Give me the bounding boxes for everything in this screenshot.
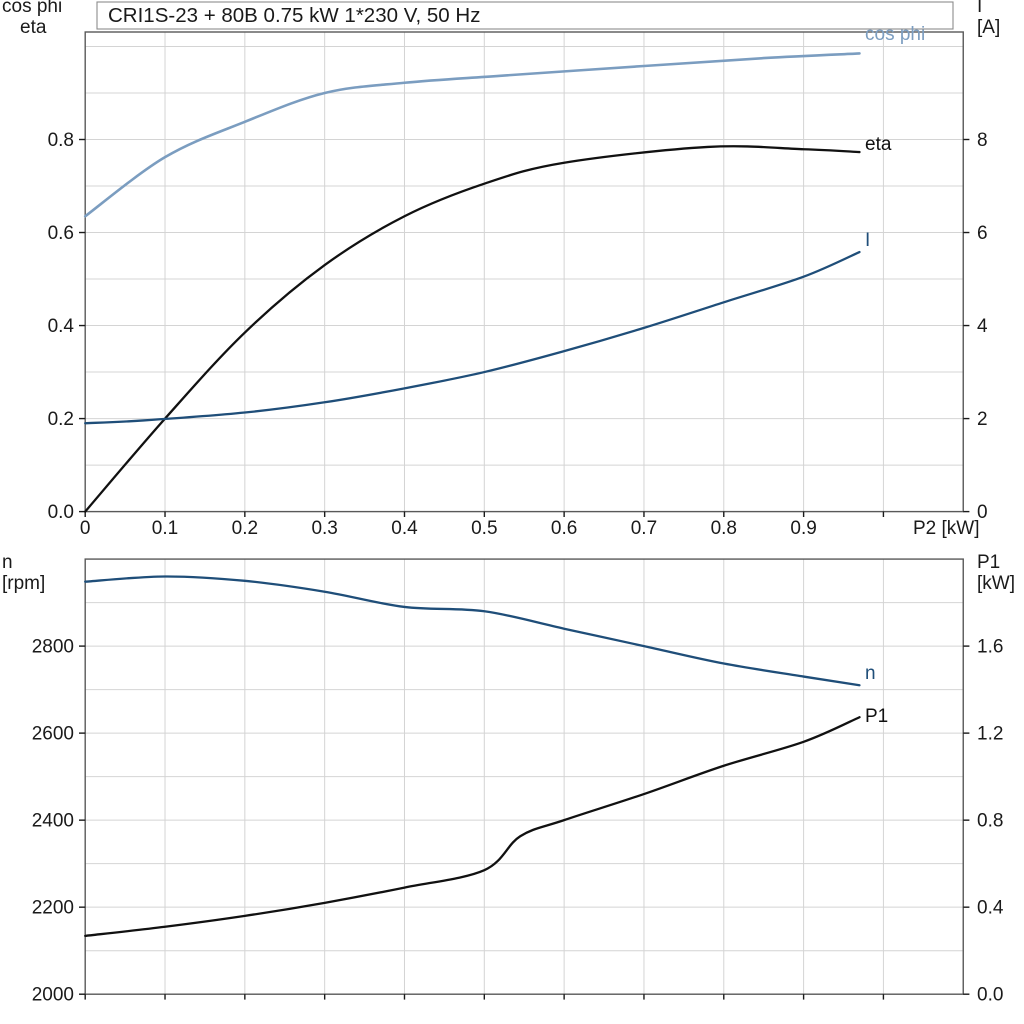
svg-text:P1: P1 [977, 552, 1000, 573]
svg-text:0.1: 0.1 [152, 518, 178, 539]
svg-text:[rpm]: [rpm] [2, 573, 45, 594]
svg-text:eta: eta [20, 17, 47, 38]
svg-text:cos phi: cos phi [865, 24, 925, 45]
svg-text:0.0: 0.0 [977, 985, 1003, 1006]
svg-text:0.4: 0.4 [977, 898, 1004, 919]
svg-text:[A]: [A] [977, 17, 1000, 38]
svg-text:I: I [977, 0, 982, 17]
svg-text:I: I [865, 230, 870, 251]
svg-text:6: 6 [977, 223, 988, 244]
svg-text:0.7: 0.7 [631, 518, 657, 539]
svg-text:[kW]: [kW] [977, 573, 1015, 594]
svg-text:cos phi: cos phi [2, 0, 62, 17]
svg-text:0.2: 0.2 [232, 518, 258, 539]
svg-text:0.0: 0.0 [48, 502, 74, 523]
svg-text:0.9: 0.9 [790, 518, 816, 539]
svg-text:1.2: 1.2 [977, 724, 1003, 745]
svg-text:1.6: 1.6 [977, 637, 1003, 658]
svg-text:0.3: 0.3 [311, 518, 337, 539]
svg-text:2: 2 [977, 409, 988, 430]
svg-text:0.2: 0.2 [48, 409, 74, 430]
svg-text:0: 0 [977, 502, 988, 523]
svg-text:0.5: 0.5 [471, 518, 497, 539]
svg-text:8: 8 [977, 130, 988, 151]
svg-text:P1: P1 [865, 706, 888, 727]
svg-text:2000: 2000 [32, 985, 74, 1006]
svg-text:4: 4 [977, 316, 988, 337]
svg-text:2200: 2200 [32, 898, 74, 919]
svg-text:0.4: 0.4 [391, 518, 418, 539]
svg-text:n: n [2, 552, 13, 573]
svg-text:0.4: 0.4 [48, 316, 75, 337]
svg-text:n: n [865, 663, 876, 684]
svg-text:2800: 2800 [32, 637, 74, 658]
svg-text:eta: eta [865, 134, 892, 155]
svg-text:CRI1S-23 + 80B 0.75 kW 1*: CRI1S-23 + 80B 0.75 kW 1*230 V, 50 Hz [108, 4, 480, 27]
svg-text:P2 [kW]: P2 [kW] [913, 518, 980, 539]
svg-text:0: 0 [80, 518, 91, 539]
svg-text:2600: 2600 [32, 724, 74, 745]
svg-text:0.8: 0.8 [977, 811, 1003, 832]
svg-text:0.8: 0.8 [48, 130, 74, 151]
svg-text:0.6: 0.6 [551, 518, 577, 539]
svg-text:0.8: 0.8 [711, 518, 737, 539]
svg-text:0.6: 0.6 [48, 223, 74, 244]
svg-text:2400: 2400 [32, 811, 74, 832]
